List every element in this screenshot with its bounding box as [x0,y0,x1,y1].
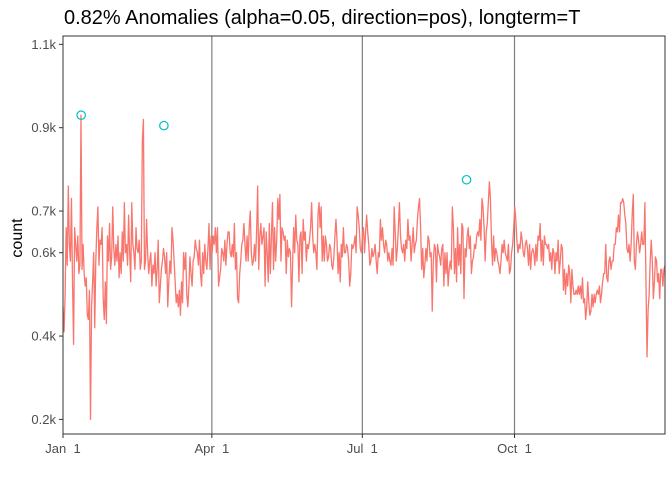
anomaly-point-2 [159,120,169,131]
y-tick-label-6: 1.1k [31,37,56,52]
y-tick-label-2: 0.4k [31,329,56,344]
x-tick-label-3: Jul 1 [347,441,378,456]
anomaly-points [76,110,472,185]
y-axis: 0.2k 0.4k 0.6k 0.7k 0.9k 1.1k [31,37,63,427]
y-axis-label: count [9,218,26,258]
anomaly-point-1 [76,110,86,120]
x-tick-label-1: Jan 1 [45,441,80,456]
x-tick-label-2: Apr 1 [195,441,230,456]
y-tick-label-4: 0.7k [31,204,56,219]
y-tick-label-1: 0.2k [31,412,56,427]
anomaly-point-3 [461,174,472,185]
y-tick-label-5: 0.9k [31,120,56,135]
series-layer [62,114,666,421]
x-tick-label-4: Oct 1 [497,441,532,456]
plot-panel-border [62,35,666,435]
chart-title: 0.82% Anomalies (alpha=0.05, direction=p… [64,7,580,29]
y-tick-label-3: 0.6k [31,245,56,260]
x-axis: Jan 1 Apr 1 Jul 1 Oct 1 [45,434,532,456]
series-line-1 [62,114,666,421]
